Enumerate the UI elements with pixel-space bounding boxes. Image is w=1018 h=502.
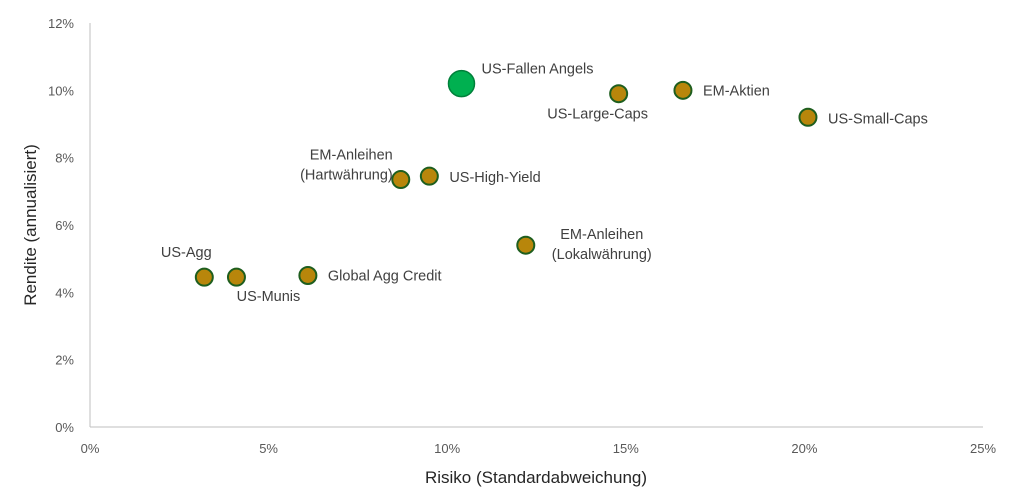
point-us-high-yield xyxy=(419,166,439,186)
point-labels: US-Agg US-Munis Global Agg Credit EM-Anleih… xyxy=(161,62,928,306)
point-us-small-caps xyxy=(798,107,818,127)
y-tick-label: 6% xyxy=(55,218,74,233)
x-tick-labels: 0% 5% 10% 15% 20% 25% xyxy=(81,441,997,456)
y-tick-label: 12% xyxy=(48,16,74,31)
y-tick-label: 0% xyxy=(55,420,74,435)
point-label-us-agg: US-Agg xyxy=(161,245,212,261)
x-tick-label: 10% xyxy=(434,441,460,456)
y-tick-label: 8% xyxy=(55,151,74,166)
y-tick-label: 10% xyxy=(48,83,74,98)
x-tick-label: 15% xyxy=(613,441,639,456)
point-label-em-anleihen-lokalw-hrung: EM-Anleihen (Lokalwährung) xyxy=(552,227,652,263)
x-tick-label: 0% xyxy=(81,441,100,456)
point-label-global-agg-credit: Global Agg Credit xyxy=(328,269,442,285)
x-tick-label: 25% xyxy=(970,441,996,456)
axes xyxy=(89,23,983,428)
point-label-us-high-yield: US-High-Yield xyxy=(449,170,540,186)
point-label-us-small-caps: US-Small-Caps xyxy=(828,111,928,127)
y-axis-title: Rendite (annualisiert) xyxy=(21,144,40,306)
y-tick-labels: 0% 2% 4% 6% 8% 10% 12% xyxy=(48,16,74,435)
point-em-anleihen-lokalw-hrung xyxy=(516,235,536,255)
y-tick-label: 4% xyxy=(55,285,74,300)
point-us-large-caps xyxy=(609,84,629,104)
point-label-us-fallen-angels: US-Fallen Angels xyxy=(481,62,593,78)
point-label-us-munis: US-Munis xyxy=(237,289,301,305)
point-label-em-anleihen-hartw-hrung: EM-Anleihen (Hartwährung) xyxy=(300,148,393,184)
point-label-em-aktien: EM-Aktien xyxy=(703,83,770,99)
x-tick-label: 20% xyxy=(791,441,817,456)
point-us-agg xyxy=(194,267,214,287)
point-us-fallen-angels xyxy=(447,69,476,98)
x-tick-label: 5% xyxy=(259,441,278,456)
point-label-us-large-caps: US-Large-Caps xyxy=(547,107,648,123)
point-em-anleihen-hartw-hrung xyxy=(391,170,411,190)
x-axis-title: Risiko (Standardabweichung) xyxy=(425,468,647,487)
point-us-munis xyxy=(226,267,246,287)
point-em-aktien xyxy=(673,80,693,100)
y-tick-label: 2% xyxy=(55,353,74,368)
data-points xyxy=(194,69,818,287)
point-global-agg-credit xyxy=(298,266,318,285)
